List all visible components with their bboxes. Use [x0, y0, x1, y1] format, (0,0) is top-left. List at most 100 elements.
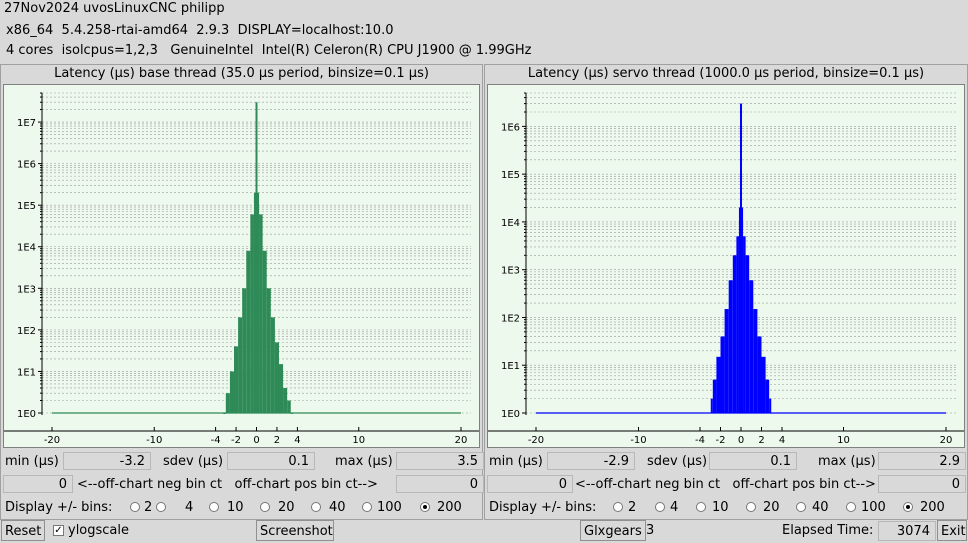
bottom-toolbar: Reset ✓ ylogscale Screenshot Glxgears 3 … — [0, 519, 968, 543]
servo-pos-bin-count: 0 — [878, 475, 966, 493]
servo-bins-label-40: 40 — [812, 500, 829, 515]
servo-bins-radio-4[interactable] — [655, 502, 665, 512]
base-bar — [246, 250, 251, 413]
screenshot-button[interactable]: Screenshot — [256, 520, 334, 541]
base-max-label: max (µs) — [335, 454, 393, 469]
base-bar — [242, 288, 247, 413]
servo-bins-label-20: 20 — [763, 500, 780, 515]
base-bins-radio-4[interactable] — [156, 502, 166, 512]
base-bins-radio-40[interactable] — [311, 502, 321, 512]
base-offchart-row: 0 <--off-chart neg bin ct off-chart pos … — [1, 474, 484, 496]
base-x-tick-label: 10 — [352, 435, 365, 446]
base-sdev-value: 0.1 — [227, 452, 315, 470]
servo-bins-label-2: 2 — [628, 500, 637, 515]
base-bins-radio-2[interactable] — [130, 502, 140, 512]
servo-x-tick-label: 2 — [758, 435, 764, 446]
base-x-tick-label: -2 — [231, 435, 241, 446]
base-bar — [270, 317, 275, 413]
servo-bins-label-4: 4 — [670, 500, 679, 515]
base-bins-radio-100[interactable] — [362, 502, 372, 512]
servo-bar — [720, 336, 725, 413]
base-bar — [253, 192, 256, 413]
servo-x-tick-label: 20 — [940, 435, 953, 446]
base-bar — [238, 317, 243, 413]
servo-y-tick-label: 1E6 — [501, 122, 520, 133]
base-bins-label: Display +/- bins: — [5, 500, 113, 515]
servo-bins-radio-2[interactable] — [613, 502, 623, 512]
exit-button[interactable]: Exit — [937, 520, 967, 541]
base-y-tick-label: 1E6 — [17, 160, 36, 171]
servo-bar — [710, 398, 713, 413]
servo-bins-label-10: 10 — [712, 500, 729, 515]
servo-x-tick-label: -10 — [630, 435, 646, 446]
base-bar — [287, 400, 291, 413]
servo-bar — [724, 309, 729, 413]
servo-bar — [716, 356, 721, 413]
servo-bar — [740, 103, 742, 414]
base-thread-panel: Latency (µs) base thread (35.0 µs period… — [0, 64, 484, 520]
reset-button[interactable]: Reset — [1, 520, 46, 541]
base-offchart-label: <--off-chart neg bin ct off-chart pos bi… — [77, 477, 378, 492]
servo-bar — [765, 379, 770, 413]
servo-y-tick-label: 1E2 — [501, 313, 520, 324]
base-stats-row: min (µs) -3.2 sdev (µs) 0.1 max (µs) 3.5 — [1, 451, 484, 473]
base-y-tick-label: 1E4 — [17, 243, 36, 254]
servo-chart-title: Latency (µs) servo thread (1000.0 µs per… — [527, 66, 925, 81]
base-x-tick-label: 0 — [253, 435, 259, 446]
servo-bar — [761, 356, 766, 413]
servo-bar — [712, 379, 717, 413]
base-bins-label-40: 40 — [329, 500, 346, 515]
servo-bar — [741, 207, 744, 413]
servo-bar — [745, 255, 750, 413]
elapsed-time-label: Elapsed Time: — [782, 523, 874, 538]
base-y-tick-label: 1E5 — [17, 201, 36, 212]
base-y-tick-label: 1E3 — [17, 284, 36, 295]
ylogscale-checkbox[interactable]: ✓ — [53, 525, 64, 536]
servo-bar — [749, 280, 754, 413]
servo-bins-label-200: 200 — [920, 500, 945, 515]
servo-max-value: 2.9 — [878, 452, 966, 470]
servo-bar — [736, 236, 739, 413]
servo-x-tick-label: 10 — [837, 435, 850, 446]
base-bar — [229, 371, 235, 413]
base-bins-label-200: 200 — [437, 500, 462, 515]
servo-x-tick-label: -2 — [716, 435, 726, 446]
base-x-tick-label: 2 — [274, 435, 280, 446]
servo-offchart-label: <--off-chart neg bin ct off-chart pos bi… — [575, 477, 876, 492]
servo-sdev-label: sdev (µs) — [647, 454, 708, 469]
base-bins-label-100: 100 — [377, 500, 402, 515]
servo-thread-panel: Latency (µs) servo thread (1000.0 µs per… — [484, 64, 968, 520]
base-x-tick-label: 20 — [455, 435, 468, 446]
servo-bins-radio-100[interactable] — [846, 502, 856, 512]
servo-y-tick-label: 1E4 — [501, 218, 520, 229]
header-line-date-host: 27Nov2024 uvosLinuxCNC philipp — [4, 1, 225, 16]
base-bar — [290, 413, 293, 414]
base-bar — [266, 288, 271, 413]
servo-bins-radio-40[interactable] — [796, 502, 806, 512]
base-bar — [259, 214, 263, 413]
base-bins-radio-200[interactable] — [420, 502, 430, 512]
elapsed-time-value: 3074 — [878, 521, 936, 541]
servo-bins-radio-200[interactable] — [903, 502, 913, 512]
base-bins-row: Display +/- bins: 2 4 10 20 40 100 200 — [1, 497, 482, 519]
servo-min-label: min (µs) — [489, 454, 543, 469]
servo-bins-label-100: 100 — [861, 500, 886, 515]
glxgears-button[interactable]: Glxgears — [580, 520, 646, 541]
servo-bins-radio-10[interactable] — [696, 502, 706, 512]
base-pos-bin-count: 0 — [396, 475, 484, 493]
base-y-tick-label: 1E1 — [17, 367, 36, 378]
base-histogram-area: 1E0 1E1 1E2 1E3 1E4 1E5 1E6 1E7 -20 -10 -4 -2 0 2 4 10 2… — [3, 84, 480, 448]
base-bins-radio-10[interactable] — [209, 502, 219, 512]
servo-x-tick-label: -4 — [695, 435, 705, 446]
servo-y-tick-label: 1E0 — [501, 409, 520, 420]
servo-bins-radio-20[interactable] — [746, 502, 756, 512]
header-line-cpu: 4 cores isolcpus=1,2,3 GenuineIntel Inte… — [6, 43, 532, 58]
base-bar — [225, 393, 230, 413]
base-bins-radio-20[interactable] — [260, 502, 270, 512]
base-grid — [42, 92, 471, 414]
servo-bar — [769, 398, 772, 413]
servo-histogram-area: 1E0 1E1 1E2 1E3 1E4 1E5 1E6 -20 -10 -4 -2 0 2 4 10 20 — [487, 84, 965, 448]
servo-x-tick-label: 4 — [779, 435, 785, 446]
base-y-tick-label: 1E0 — [17, 409, 36, 420]
